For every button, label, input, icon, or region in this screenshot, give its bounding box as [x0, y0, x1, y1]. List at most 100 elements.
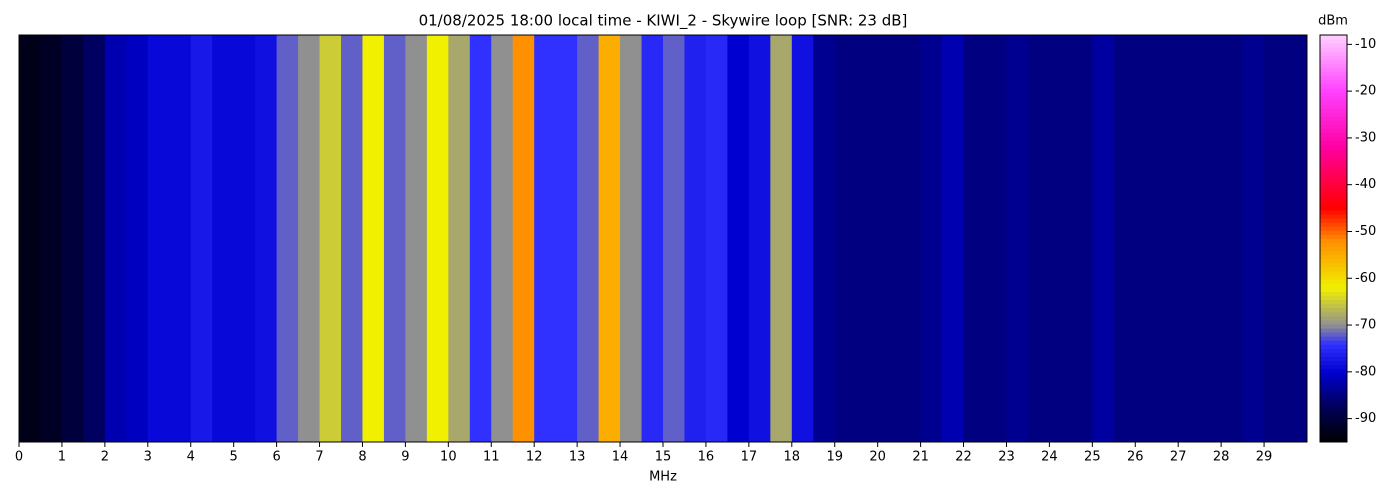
x-tick-label: 16 — [698, 450, 715, 465]
colorbar-step — [1320, 328, 1347, 333]
axes: 0 1 2 3 4 5 6 7 8 9 10 11 12 13 14 15 16 17 18 19 20 21 22 23 24… — [15, 34, 1308, 465]
colorbar-step — [1320, 177, 1347, 183]
colorbar-step — [1320, 401, 1347, 406]
x-tick-label: 18 — [784, 450, 801, 465]
spectrum-column — [319, 35, 342, 442]
x-tick-label: 3 — [144, 450, 152, 465]
colorbar-step — [1320, 51, 1347, 56]
colorbar-step — [1320, 83, 1347, 89]
colorbar-step — [1320, 120, 1347, 126]
colorbar-step — [1320, 380, 1347, 386]
spectrum-column — [169, 35, 192, 442]
spectrum-column — [448, 35, 471, 442]
spectrum-column — [1199, 35, 1222, 442]
spectrum-column — [362, 35, 385, 442]
colorbar-tick-label: -50 — [1355, 224, 1376, 239]
x-tick-label: 1 — [58, 450, 66, 465]
spectrum-column — [40, 35, 63, 442]
colorbar-step — [1320, 360, 1347, 366]
colorbar-frame — [1319, 34, 1348, 443]
spectrum-column — [598, 35, 621, 442]
plot-area — [19, 35, 1308, 442]
colorbar-step — [1320, 393, 1347, 398]
colorbar-tick-label: -10 — [1355, 37, 1376, 52]
colorbar-step — [1320, 429, 1347, 435]
spectrum-column — [83, 35, 106, 442]
colorbar-step — [1320, 100, 1347, 105]
colorbar-step — [1320, 55, 1347, 60]
colorbar-step — [1320, 291, 1347, 296]
spectrum-column — [641, 35, 664, 442]
colorbar-step — [1320, 161, 1347, 166]
x-tick-label: 26 — [1127, 450, 1144, 465]
spectrum-column — [620, 35, 643, 442]
x-tick-label: 27 — [1170, 450, 1187, 465]
colorbar-step — [1320, 87, 1347, 93]
spectrum-column — [1092, 35, 1115, 442]
spectrum-column — [491, 35, 514, 442]
colorbar-step — [1320, 108, 1347, 113]
colorbar-step — [1320, 128, 1347, 134]
colorbar-step — [1320, 124, 1347, 130]
spectrum-column — [383, 35, 406, 442]
spectrum-column — [684, 35, 707, 442]
colorbar-step — [1320, 153, 1347, 158]
colorbar-step — [1320, 368, 1347, 374]
colorbar: -90 -80 -70 -60 -50 -40 -30 -20 -10 — [1319, 34, 1376, 443]
colorbar-step — [1320, 307, 1347, 313]
spectrum-column — [813, 35, 836, 442]
colorbar-step — [1320, 421, 1347, 427]
spectrum-column — [748, 35, 771, 442]
spectrum-column — [255, 35, 278, 442]
x-tick-label: 11 — [483, 450, 500, 465]
spectrum-column — [963, 35, 986, 442]
x-tick-label: 6 — [272, 450, 280, 465]
x-tick-label: 14 — [612, 450, 629, 465]
x-tick-label: 15 — [655, 450, 672, 465]
spectrum-column — [298, 35, 321, 442]
colorbar-step — [1320, 210, 1347, 215]
spectrum-column — [212, 35, 235, 442]
colorbar-tick-label: -90 — [1355, 411, 1376, 426]
spectrum-column — [1027, 35, 1050, 442]
spectrum-column — [899, 35, 922, 442]
colorbar-step — [1320, 364, 1347, 370]
x-tick-label: 29 — [1256, 450, 1273, 465]
spectrum-column — [877, 35, 900, 442]
spectrum-column — [577, 35, 600, 442]
colorbar-step — [1320, 189, 1347, 195]
colorbar-step — [1320, 67, 1347, 73]
x-tick-label: 4 — [187, 450, 195, 465]
colorbar-step — [1320, 275, 1347, 280]
spectrum-column — [1049, 35, 1072, 442]
x-tick-label: 5 — [230, 450, 238, 465]
colorbar-step — [1320, 372, 1347, 378]
x-tick-label: 2 — [101, 450, 109, 465]
spectrum-column — [985, 35, 1007, 442]
colorbar-step — [1320, 238, 1347, 244]
colorbar-step — [1320, 234, 1347, 239]
spectrum-column — [1242, 35, 1265, 442]
colorbar-step — [1320, 336, 1347, 341]
colorbar-step — [1320, 437, 1347, 443]
colorbar-step — [1320, 262, 1347, 268]
spectrum-column — [1285, 35, 1308, 442]
x-tick-label: 7 — [315, 450, 323, 465]
x-tick-label: 10 — [440, 450, 457, 465]
spectrum-column — [1135, 35, 1158, 442]
colorbar-step — [1320, 222, 1347, 227]
spectrum-column — [663, 35, 685, 442]
colorbar-step — [1320, 181, 1347, 187]
spectrum-column — [1178, 35, 1201, 442]
spectrum-column — [1221, 35, 1244, 442]
colorbar-step — [1320, 283, 1347, 288]
colorbar-step — [1320, 242, 1347, 248]
colorbar-step — [1320, 344, 1347, 349]
colorbar-step — [1320, 47, 1347, 52]
spectrum-column — [1264, 35, 1287, 442]
x-tick-label: 23 — [998, 450, 1015, 465]
spectrum-column — [856, 35, 879, 442]
spectrum-column — [534, 35, 557, 442]
colorbar-tick-label: -40 — [1355, 177, 1376, 192]
